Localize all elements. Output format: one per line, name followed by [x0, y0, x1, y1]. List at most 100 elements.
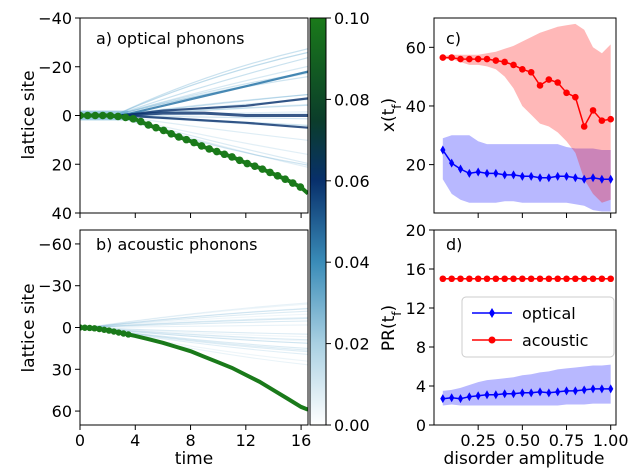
panel-d-point-optical [440, 394, 446, 404]
panel-c-point-optical [572, 173, 578, 183]
panel-a-ytick-label: −20 [38, 58, 72, 77]
colorbar-tick-label: 0.06 [334, 172, 370, 191]
panel-c-point-acoustic [457, 55, 464, 63]
panel-b-heat-streak [86, 316, 308, 329]
panel-a-trajectory-point [281, 175, 290, 183]
panel-d-point-optical [537, 387, 543, 397]
panel-c-point-acoustic [607, 115, 614, 123]
panel-a-trajectory-point [83, 111, 92, 120]
panel-c-point-optical [493, 168, 499, 178]
panel-a-ytick-label: 0 [62, 107, 72, 126]
panel-c-point-optical [457, 164, 464, 174]
panel-b-xlabel: time [175, 449, 213, 468]
panel-b-heat-streak [86, 317, 308, 329]
panel-d-ylabel-subscript: f [390, 311, 404, 316]
panel-d-point-acoustic [483, 275, 491, 283]
panel-b-trajectory-point [120, 330, 127, 337]
panel-d-point-optical [449, 393, 455, 403]
panel-a-trajectory-point [296, 183, 305, 191]
panel-d-ytick-label: 0 [416, 416, 426, 435]
colorbar-tick-label: 0.08 [334, 90, 370, 109]
panel-c-ylabel-subscript: f [390, 104, 404, 109]
panel-b-heat-streak [86, 324, 308, 329]
panel-c-ytick-label: 40 [406, 97, 426, 116]
panel-d-frame [433, 229, 617, 426]
panel-a-trajectory-point [106, 111, 115, 120]
panel-d-xtick-label: 1.00 [593, 431, 629, 450]
panel-c-ytick-label: 20 [406, 156, 426, 175]
panel-a-ytick-label: 20 [52, 155, 72, 174]
panel-a-trajectory-point [197, 142, 206, 150]
panel-a-trajectory-point [205, 145, 213, 153]
panel-d-point-optical [528, 388, 534, 398]
panel-a-trajectory-point [273, 172, 282, 180]
panel-a-trajectory-point [213, 147, 221, 156]
panel-c-point-optical [528, 171, 534, 181]
colorbar-tick-label: 0.10 [334, 9, 370, 28]
panel-b-xtick-label: 8 [185, 431, 195, 450]
panel-c-point-optical [484, 168, 490, 178]
panel-c-plot [439, 23, 614, 212]
panel-c-title: c) [446, 29, 461, 48]
panel-c-ytick-label: 60 [406, 38, 426, 57]
colorbar-gradient [309, 17, 327, 426]
panel-a-branch [121, 97, 308, 117]
panel-a-trajectory-point [99, 111, 107, 120]
legend-acoustic-label: acoustic [522, 331, 588, 350]
panel-b-heat-streak [86, 326, 308, 335]
panel-d-point-acoustic [448, 275, 455, 283]
panel-b-heat-streak [86, 313, 308, 329]
panel-d-point-optical [590, 384, 596, 394]
panel-d-point-optical [555, 387, 561, 397]
panel-c-band-acoustic [442, 23, 611, 203]
panel-a-trajectory-point [144, 121, 153, 129]
panel-b-heat-streak [86, 303, 308, 329]
panel-d-point-optical [510, 389, 517, 399]
panel-c-point-acoustic [572, 93, 579, 101]
panel-d-point-acoustic [501, 275, 508, 283]
panel-a-trajectory-point [121, 113, 130, 122]
panel-b-ylabel: lattice site [19, 283, 39, 372]
legend: optical acoustic [461, 296, 615, 358]
panel-d-point-acoustic [519, 275, 526, 283]
panel-d-point-acoustic [545, 275, 553, 283]
colorbar-tick-label: 0.00 [334, 416, 370, 435]
panel-a-trajectory-point [258, 165, 267, 173]
panel-a-trajectory-point [289, 179, 297, 187]
panel-a-heat-streak [114, 48, 308, 117]
panel-a-axis-ticks: −40 −20 0 20 40 [38, 9, 302, 223]
panel-b-background [80, 230, 308, 425]
panel-c-point-optical [555, 171, 561, 181]
panel-b-trajectory-point [91, 325, 98, 332]
panel-c-point-acoustic [545, 76, 553, 83]
panel-a-trajectory-point [235, 156, 244, 165]
panel-a-trajectory-point [91, 111, 99, 120]
panel-b-trajectory-point [105, 327, 113, 334]
panel-d-point-acoustic [474, 275, 482, 283]
panel-c-ylabel: x(tf) [379, 98, 404, 132]
panel-c: 20 40 60 c) x(tf) [379, 17, 617, 218]
panel-d-plot [439, 275, 614, 406]
panel-b-xtick-label: 0 [75, 431, 85, 450]
panel-d-point-optical [475, 391, 481, 401]
panel-a-heat-streak [114, 57, 308, 117]
panel-c-frame [433, 17, 617, 214]
panel-d-point-acoustic [554, 275, 561, 283]
panel-d-point-optical [484, 390, 490, 400]
panel-d: 0 4 8 12 16 20 0.25 0.50 0.75 1.00 d) PR(tf) diso… [379, 221, 629, 468]
panel-a-heatmap [80, 48, 308, 168]
panel-b-ytick-label: 30 [52, 360, 72, 379]
panel-c-point-acoustic [510, 61, 517, 69]
legend-acoustic-marker [488, 336, 496, 344]
panel-d-xtick-label: 0.25 [460, 431, 496, 450]
panel-a-trajectory-point [80, 111, 84, 120]
panel-a-heat-streak [114, 51, 308, 117]
panel-b-ytick-label: −60 [38, 235, 72, 254]
panel-b-heat-streak [86, 320, 308, 329]
panel-d-point-optical [466, 392, 472, 402]
panel-a-trajectory-point [114, 112, 122, 121]
panel-d-point-acoustic [572, 275, 579, 283]
panel-b-trajectory-point [125, 331, 132, 338]
panel-d-point-acoustic [589, 275, 597, 283]
